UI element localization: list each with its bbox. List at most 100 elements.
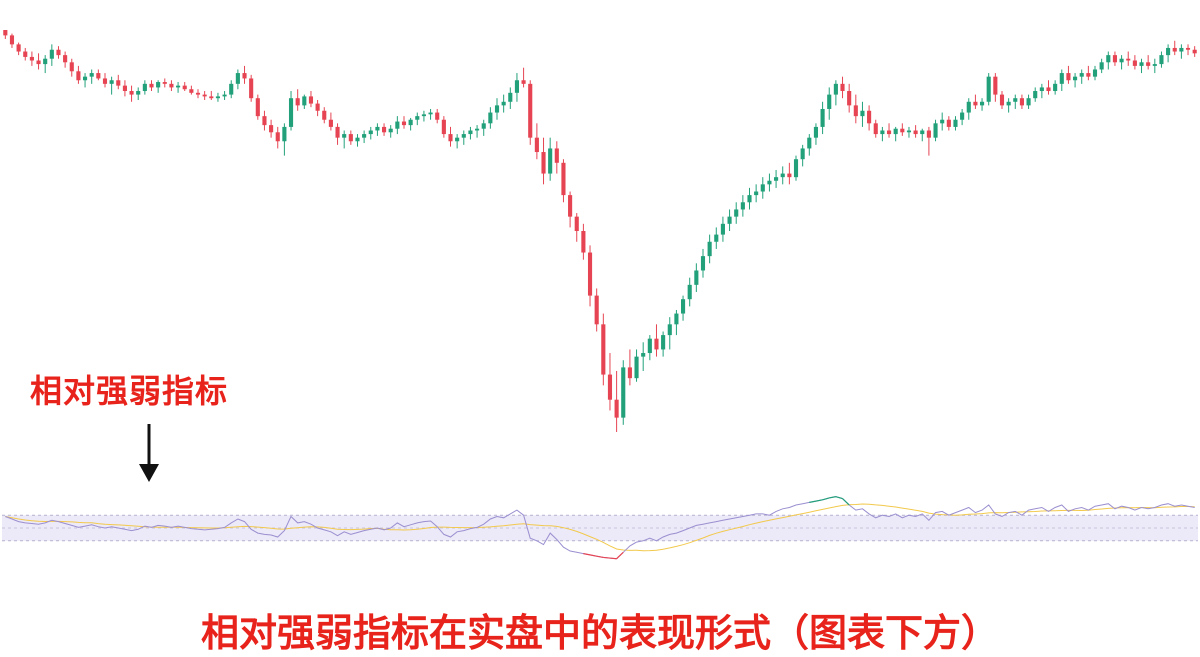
candle-body-up: [282, 126, 287, 142]
candle: [1112, 51, 1118, 66]
candle-body-down: [654, 338, 659, 350]
candle-body-up: [707, 241, 712, 257]
candle-body-down: [913, 130, 918, 135]
candle-body-up: [920, 130, 925, 135]
candle-body-up: [156, 82, 161, 88]
candle: [1172, 40, 1177, 56]
candle: [827, 87, 832, 120]
candle-body-down: [308, 96, 314, 104]
candle: [475, 125, 480, 138]
candle-body-up: [388, 128, 393, 133]
candle: [979, 98, 985, 111]
candle: [315, 99, 320, 117]
candle-body-up: [468, 130, 473, 135]
candle-body-up: [979, 101, 985, 106]
candle: [1092, 65, 1098, 81]
candle: [534, 123, 539, 160]
candle: [707, 234, 712, 264]
candle: [275, 126, 280, 149]
rsi-extreme-segment: [829, 496, 836, 499]
candle: [209, 91, 214, 100]
candle-body-down: [189, 89, 194, 93]
candle-body-up: [933, 123, 938, 138]
candle: [202, 91, 207, 100]
candle: [714, 227, 719, 249]
candle-body-up: [408, 119, 413, 126]
candle-body-up: [860, 110, 865, 117]
candle: [508, 87, 513, 109]
candle-body-up: [229, 83, 234, 95]
rsi-extreme-segment: [589, 554, 597, 557]
candle: [813, 123, 819, 145]
candle: [1046, 80, 1051, 95]
candle-body-up: [714, 234, 719, 242]
candle: [63, 51, 68, 68]
indicator-label: 相对强弱指标: [30, 372, 229, 410]
candle: [362, 130, 367, 144]
candle-body-down: [946, 119, 951, 127]
candle: [116, 74, 121, 90]
candle-body-down: [9, 35, 15, 45]
candle-body-up: [43, 58, 48, 65]
candle-body-up: [774, 177, 779, 181]
candle-body-down: [1126, 58, 1131, 61]
candle: [926, 126, 931, 156]
candle: [468, 126, 473, 140]
candle-body-up: [940, 119, 945, 124]
candle: [1079, 69, 1084, 84]
candle: [255, 94, 260, 120]
candle-body-down: [348, 134, 353, 142]
candle: [169, 80, 174, 92]
candle: [700, 248, 706, 278]
candle-body-down: [169, 83, 174, 88]
candle-body-down: [209, 96, 214, 99]
candle: [720, 216, 725, 242]
candle-body-down: [182, 85, 187, 90]
candle-body-down: [574, 216, 579, 231]
candle-body-up: [136, 91, 141, 95]
candle-body-down: [900, 128, 905, 133]
candle-body-down: [1192, 49, 1197, 54]
candle: [1059, 69, 1064, 92]
candle: [853, 94, 858, 124]
candle-body-down: [16, 44, 21, 52]
candle: [574, 213, 579, 242]
rsi-ma-line: [5, 503, 1195, 552]
candle: [1013, 94, 1018, 109]
candle: [1106, 51, 1111, 70]
candle-body-up: [694, 270, 699, 285]
candle-body-down: [435, 112, 440, 120]
candle: [541, 137, 546, 185]
candle: [342, 130, 347, 149]
candle: [102, 73, 108, 88]
candle-body-down: [63, 55, 68, 63]
candle-body-up: [754, 191, 759, 196]
candle-body-up: [813, 126, 819, 138]
candle-body-up: [953, 119, 958, 127]
price-chart: [2, 30, 1198, 560]
candle: [900, 123, 905, 136]
rsi-extreme-segment: [609, 557, 617, 560]
candle: [348, 130, 353, 145]
candle-body-up: [1092, 69, 1098, 77]
candle-body-down: [448, 134, 453, 142]
candle: [860, 101, 865, 127]
candle-body-up: [342, 134, 347, 138]
candle-body-up: [488, 112, 493, 124]
candle-body-up: [747, 195, 752, 203]
candle: [1185, 44, 1191, 56]
candle: [308, 91, 314, 108]
candle: [9, 33, 15, 48]
candle: [335, 123, 340, 145]
candle-body-up: [49, 49, 54, 59]
candle-body-down: [96, 73, 101, 79]
candle-body-down: [787, 173, 792, 178]
candle: [893, 126, 898, 142]
candle: [820, 101, 825, 135]
candle: [488, 107, 493, 129]
candle: [1192, 46, 1197, 57]
candle: [189, 85, 194, 95]
candle-body-up: [415, 116, 420, 120]
candle: [235, 69, 240, 90]
candle: [833, 80, 838, 106]
